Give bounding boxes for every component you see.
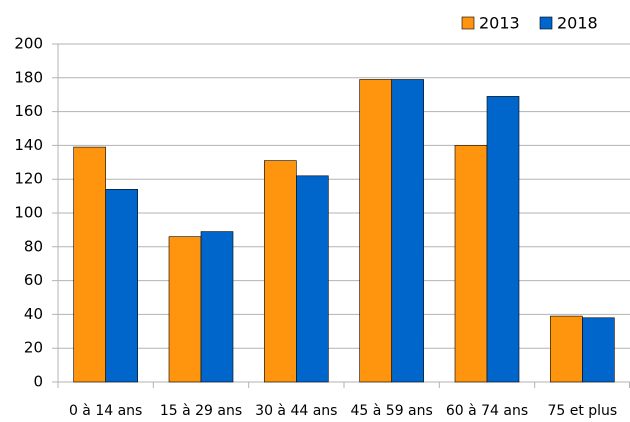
legend-label: 2013 (479, 14, 520, 33)
bar (391, 79, 424, 383)
legend-label: 2018 (557, 14, 598, 33)
y-tick-label: 180 (14, 68, 43, 86)
legend-swatch (539, 16, 553, 30)
y-tick-label: 200 (14, 35, 43, 53)
bar (582, 317, 615, 383)
y-tick-label: 160 (14, 102, 43, 120)
bar (264, 160, 297, 383)
x-tick-label: 0 à 14 ans (69, 403, 142, 419)
y-tick-label: 140 (14, 136, 43, 154)
x-tick-label: 60 à 74 ans (446, 403, 528, 419)
bar (486, 96, 520, 383)
bar (296, 175, 329, 383)
legend-swatch (461, 16, 475, 30)
bar (550, 315, 583, 383)
y-tick-label: 20 (24, 339, 43, 357)
y-tick-label: 0 (33, 373, 43, 391)
x-tick-label: 45 à 59 ans (351, 403, 433, 419)
y-tick-label: 100 (14, 204, 43, 222)
x-tick-label: 30 à 44 ans (255, 403, 337, 419)
x-tick-label: 15 à 29 ans (160, 403, 242, 419)
bar (200, 231, 234, 383)
bar (454, 145, 488, 383)
bar (73, 146, 106, 383)
y-tick-label: 120 (14, 170, 43, 188)
bar (359, 79, 392, 383)
x-tick-label: 75 et plus (547, 403, 617, 419)
y-tick-label: 60 (24, 271, 43, 289)
y-tick-label: 40 (24, 305, 43, 323)
bar (105, 189, 138, 383)
bar (168, 236, 202, 383)
y-tick-label: 80 (24, 237, 43, 255)
